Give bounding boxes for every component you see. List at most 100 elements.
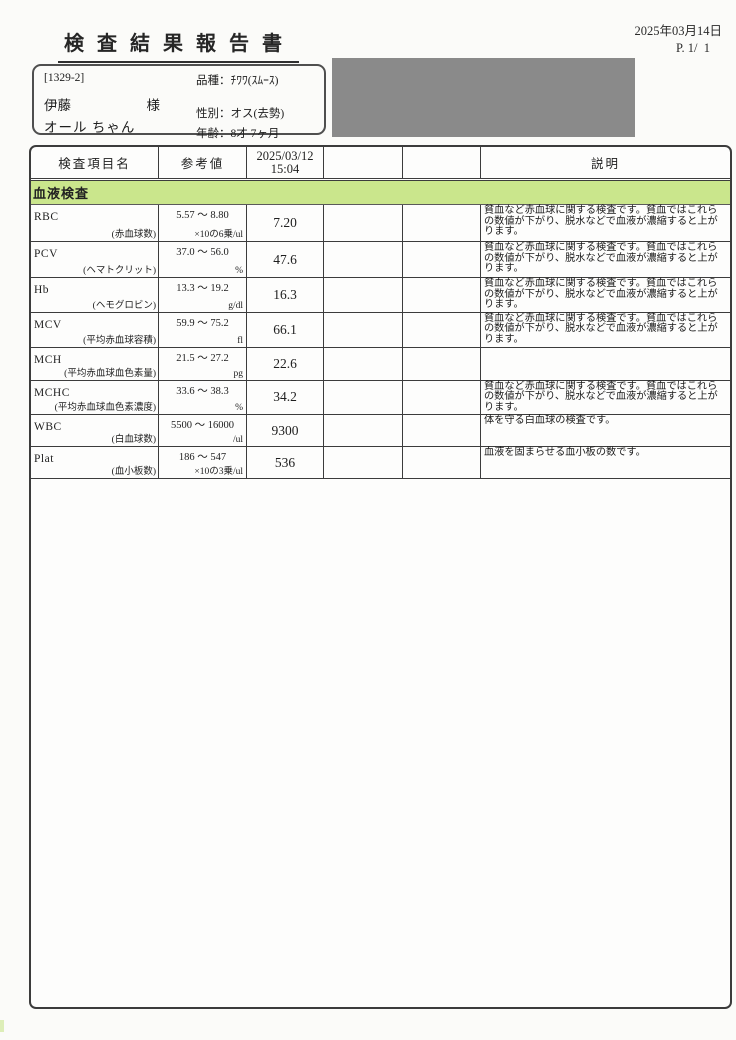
empty-result-cell-2	[403, 347, 481, 380]
test-item-subname: (平均赤血球血色素量)	[64, 368, 156, 379]
empty-result-cell-2	[403, 242, 481, 277]
patient-breed: 品種：ﾁﾜﾜ(ｽﾑｰｽ)	[196, 75, 279, 87]
header-double-rule	[31, 179, 730, 181]
test-item-subname: (平均赤血球血色素濃度)	[54, 403, 156, 414]
description-cell: 貧血など赤血球に関する検査です。貧血ではこれらの数値が下がり、脱水などで血液が濃…	[484, 205, 718, 238]
reference-cell: 13.3 ～ 19.2 g/dl	[159, 278, 247, 312]
result-value: 66.1	[247, 312, 324, 347]
reference-cell: 59.9 ～ 75.2 fl	[159, 312, 247, 347]
owner-name: 伊藤	[44, 98, 71, 113]
test-item-name: PCV	[34, 248, 58, 260]
result-value: 16.3	[247, 278, 324, 312]
test-item-cell: MCH (平均赤血球血色素量)	[31, 347, 159, 380]
reference-cell: 5500 ～ 16000 /ul	[159, 415, 247, 447]
reference-cell: 186 ～ 547 ×10の3乗/ul	[159, 447, 247, 479]
table-body: RBC (赤血球数) 5.57 ～ 8.80 ×10の6乗/ul 7.20 貧血…	[31, 205, 730, 480]
table-row: RBC (赤血球数) 5.57 ～ 8.80 ×10の6乗/ul 7.20 貧血…	[31, 205, 730, 242]
table-row: Plat (血小板数) 186 ～ 547 ×10の3乗/ul 536 血液を固…	[31, 447, 730, 480]
reference-range: 13.3 ～ 19.2	[176, 283, 229, 294]
table-row: MCV (平均赤血球容積) 59.9 ～ 75.2 fl 66.1 貧血など赤血…	[31, 312, 730, 348]
reference-unit: /ul	[232, 435, 243, 446]
test-item-cell: PCV (ヘマトクリット)	[31, 242, 159, 277]
table-row: MCHC (平均赤血球血色素濃度) 33.6 ～ 38.3 % 34.2 貧血な…	[31, 380, 730, 416]
reference-cell: 21.5 ～ 27.2 pg	[159, 347, 247, 380]
description-cell: 貧血など赤血球に関する検査です。貧血ではこれらの数値が下がり、脱水などで血液が濃…	[484, 242, 718, 275]
table-row: WBC (白血球数) 5500 ～ 16000 /ul 9300 体を守る白血球…	[31, 415, 730, 448]
reference-range: 37.0 ～ 56.0	[176, 247, 229, 258]
result-value: 34.2	[247, 380, 324, 415]
page-number: P. 1/ 1	[675, 41, 710, 55]
empty-result-cell-2	[403, 415, 481, 447]
reference-cell: 37.0 ～ 56.0 %	[159, 242, 247, 277]
test-item-name: MCV	[34, 318, 62, 331]
description-cell: 貧血など赤血球に関する検査です。貧血ではこれらの数値が下がり、脱水などで血液が濃…	[484, 278, 718, 311]
header-item: 検査項目名	[31, 147, 159, 178]
redacted-clinic-block	[332, 58, 635, 137]
description-cell	[481, 348, 730, 380]
reference-range: 59.9 ～ 75.2	[176, 317, 229, 329]
test-item-subname: (血小板数)	[111, 467, 156, 478]
empty-result-cell-1	[324, 205, 403, 241]
description-cell: 血液を固まらせる血小板の数です。	[484, 447, 646, 459]
test-item-subname: (赤血球数)	[111, 230, 156, 240]
result-value: 9300	[247, 415, 324, 447]
reference-unit: ×10の3乗/ul	[194, 467, 243, 478]
header-meta: 2025年03月14日 P. 1/ 1	[634, 20, 722, 56]
pet-name: オール ちゃん	[44, 120, 136, 135]
header-empty-1	[324, 147, 403, 178]
scan-artifact	[0, 1020, 4, 1032]
print-date: 2025年03月14日	[634, 24, 722, 38]
header-empty-2	[403, 147, 481, 178]
test-item-cell: WBC (白血球数)	[31, 415, 159, 447]
test-item-name: Plat	[34, 453, 54, 466]
header-reference: 参考値	[159, 147, 247, 178]
header-sample-datetime: 2025/03/12 15:04	[247, 147, 324, 178]
empty-result-cell-1	[324, 380, 403, 415]
empty-result-cell-1	[324, 278, 403, 312]
header-description: 説明	[590, 157, 620, 171]
test-item-subname: (ヘモグロビン)	[92, 300, 156, 311]
reference-cell: 5.57 ～ 8.80 ×10の6乗/ul	[159, 205, 247, 241]
test-item-subname: (白血球数)	[111, 435, 156, 446]
test-item-name: WBC	[34, 421, 62, 434]
reference-unit: pg	[233, 368, 244, 379]
results-table: 検査項目名 参考値 2025/03/12 15:04 説明 血液検査 RBC (…	[29, 145, 732, 1009]
reference-unit: %	[235, 403, 243, 414]
empty-result-cell-1	[324, 312, 403, 347]
patient-info-box: [1329-2] 伊藤 様 オール ちゃん 品種：ﾁﾜﾜ(ｽﾑｰｽ) 性別：オス…	[32, 64, 326, 140]
empty-result-cell-2	[403, 312, 481, 347]
reference-range: 5500 ～ 16000	[171, 420, 234, 432]
patient-age: 年齢：8才 7ヶ月	[196, 128, 280, 140]
reference-range: 5.57 ～ 8.80	[176, 210, 229, 221]
empty-results-area	[31, 479, 730, 1007]
patient-chart-id: [1329-2]	[44, 72, 85, 84]
reference-range: 33.6 ～ 38.3	[176, 385, 229, 397]
table-header-row: 検査項目名 参考値 2025/03/12 15:04 説明	[31, 147, 730, 179]
test-item-subname: (平均赤血球容積)	[83, 335, 156, 346]
test-item-subname: (ヘマトクリット)	[83, 266, 156, 276]
result-value: 536	[247, 447, 324, 479]
empty-result-cell-1	[324, 447, 403, 479]
patient-attributes: 品種：ﾁﾜﾜ(ｽﾑｰｽ) 性別：オス(去勢) 年齢：8才 7ヶ月	[196, 72, 284, 141]
test-item-cell: RBC (赤血球数)	[31, 205, 159, 241]
owner-name-line: 伊藤 様	[44, 94, 160, 114]
reference-unit: fl	[237, 335, 243, 346]
title-block: 検査結果報告書	[58, 27, 299, 63]
test-item-name: Hb	[34, 284, 50, 296]
reference-unit: g/dl	[228, 300, 243, 311]
reference-unit: ×10の6乗/ul	[194, 230, 243, 240]
test-item-name: MCH	[34, 353, 62, 366]
page-title: 検査結果報告書	[58, 27, 299, 63]
empty-result-cell-2	[403, 205, 481, 241]
table-row: PCV (ヘマトクリット) 37.0 ～ 56.0 % 47.6 貧血など赤血球…	[31, 242, 730, 278]
table-row: MCH (平均赤血球血色素量) 21.5 ～ 27.2 pg 22.6	[31, 347, 730, 381]
description-cell: 貧血など赤血球に関する検査です。貧血ではこれらの数値が下がり、脱水などで血液が濃…	[484, 380, 718, 413]
test-item-name: RBC	[34, 211, 59, 223]
result-value: 7.20	[247, 205, 324, 241]
test-item-cell: MCHC (平均赤血球血色素濃度)	[31, 380, 159, 415]
description-cell: 貧血など赤血球に関する検査です。貧血ではこれらの数値が下がり、脱水などで血液が濃…	[484, 312, 718, 345]
test-item-cell: Hb (ヘモグロビン)	[31, 278, 159, 312]
owner-honorific: 様	[146, 98, 161, 113]
empty-result-cell-2	[403, 380, 481, 415]
